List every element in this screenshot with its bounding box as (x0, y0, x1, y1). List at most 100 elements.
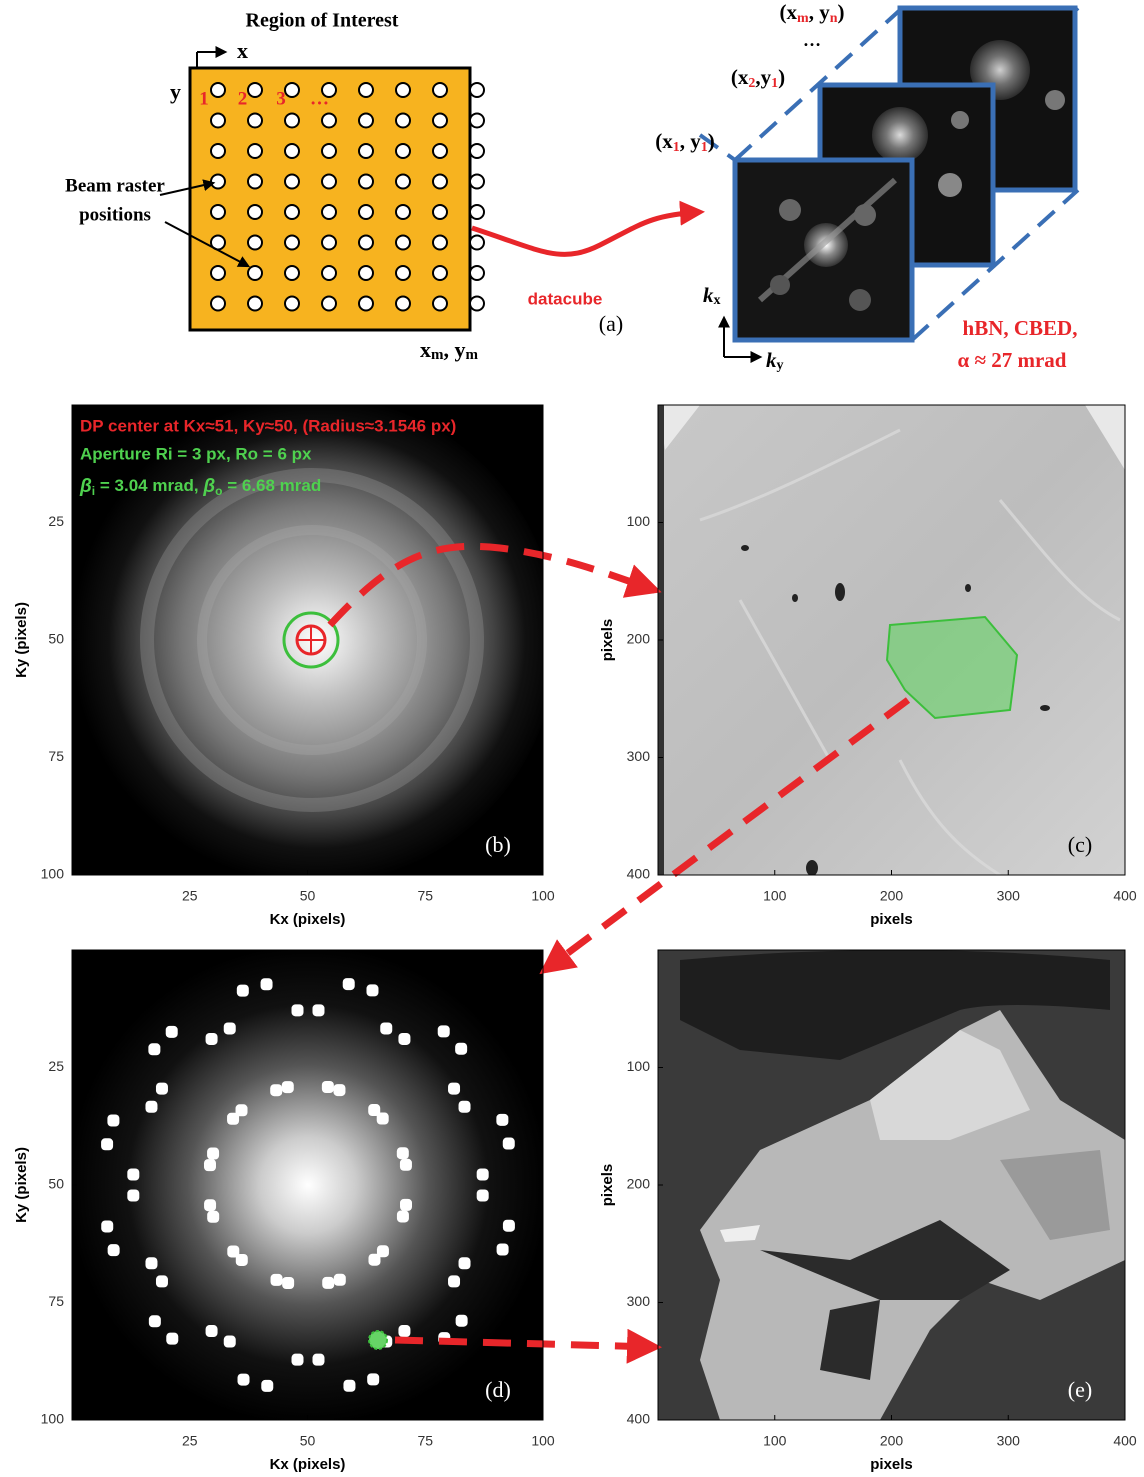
raster-dot (470, 297, 484, 311)
spot (322, 1277, 334, 1289)
spot (261, 1380, 273, 1392)
x-tick-label: 50 (300, 888, 316, 904)
raster-dot (322, 114, 336, 128)
spot (477, 1169, 489, 1181)
alpha-label: α ≈ 27 mrad (958, 348, 1067, 372)
raster-dot (211, 205, 225, 219)
spot (380, 1022, 392, 1034)
raster-dot (285, 144, 299, 158)
raster-dot (359, 114, 373, 128)
spot (455, 1043, 467, 1055)
x-tick-label: 100 (531, 888, 555, 904)
spot (204, 1199, 216, 1211)
spot (312, 1004, 324, 1016)
spot (238, 1374, 250, 1386)
y-axis-label: Ky (pixels) (13, 1147, 30, 1223)
spot (282, 1277, 294, 1289)
raster-dot (322, 297, 336, 311)
y-tick-label: 300 (627, 748, 651, 764)
raster-dot (470, 114, 484, 128)
raster-dot (248, 83, 262, 97)
kx-label: kx (703, 283, 721, 308)
y-tick-label: 75 (48, 748, 64, 764)
raster-dot (285, 205, 299, 219)
raster-dot (396, 266, 410, 280)
spot (261, 978, 273, 990)
y-tick-label: 100 (627, 1058, 651, 1074)
spot (367, 1373, 379, 1385)
roi-title: Region of Interest (246, 10, 399, 32)
ky-label: ky (766, 348, 784, 373)
spot (145, 1257, 157, 1269)
raster-dot (248, 114, 262, 128)
spot (398, 1033, 410, 1045)
y-tick-label: 100 (627, 513, 651, 529)
y-tick-label: 50 (48, 1176, 64, 1192)
raster-dot (470, 236, 484, 250)
y-tick-label: 25 (48, 1058, 64, 1074)
raster-dot (433, 144, 447, 158)
corner-label: xm, ym (420, 337, 479, 363)
x-tick-label: 100 (763, 1433, 787, 1449)
spot (224, 1022, 236, 1034)
spot (333, 1084, 345, 1096)
panel-letter: (c) (1068, 832, 1092, 857)
raster-dot (322, 144, 336, 158)
raster-dot (359, 236, 373, 250)
spot (459, 1101, 471, 1113)
spot (156, 1083, 168, 1095)
spot (206, 1033, 218, 1045)
spot (366, 984, 378, 996)
raster-dot (248, 297, 262, 311)
y-tick-label: 100 (41, 866, 65, 882)
spot (107, 1115, 119, 1127)
raster-dot (433, 83, 447, 97)
spot (227, 1245, 239, 1257)
datacube-arrow (472, 212, 700, 254)
raster-dot (470, 266, 484, 280)
spot (377, 1113, 389, 1125)
image-c (658, 405, 1125, 876)
y-tick-label: 75 (48, 1293, 64, 1309)
raster-dot (248, 236, 262, 250)
spot (166, 1026, 178, 1038)
raster-dot (470, 83, 484, 97)
raster-dot (396, 297, 410, 311)
raster-dot (396, 236, 410, 250)
spot (108, 1244, 120, 1256)
index-label: 1 (199, 88, 209, 109)
x-tick-label: 200 (880, 888, 904, 904)
x-axis-label: Kx (pixels) (270, 911, 346, 928)
spot (207, 1148, 219, 1160)
roi (190, 68, 470, 330)
spot (101, 1138, 113, 1150)
spot (127, 1189, 139, 1201)
spot (343, 978, 355, 990)
raster-dot (248, 175, 262, 189)
y-axis-label: Ky (pixels) (13, 602, 30, 678)
index-label: 3 (276, 88, 286, 109)
x-tick-label: 25 (182, 888, 198, 904)
spot (448, 1083, 460, 1095)
raster-dot (248, 144, 262, 158)
index-label: … (310, 88, 329, 109)
raster-dot (470, 144, 484, 158)
raster-dot (359, 266, 373, 280)
y-tick-label: 200 (627, 1176, 651, 1192)
raster-dot (433, 266, 447, 280)
spot (343, 1380, 355, 1392)
raster-dot (285, 114, 299, 128)
raster-dot (211, 266, 225, 280)
y-axis-label: pixels (599, 619, 616, 662)
x-tick-label: 300 (997, 888, 1021, 904)
annotation: βi = 3.04 mrad, βo = 6.68 mrad (79, 476, 321, 498)
raster-dot (322, 205, 336, 219)
spot (397, 1147, 409, 1159)
spot (334, 1274, 346, 1286)
x-tick-label: 200 (880, 1433, 904, 1449)
raster-dot (359, 175, 373, 189)
spot (400, 1159, 412, 1171)
raster-dot (359, 83, 373, 97)
raster-dot (211, 83, 225, 97)
raster-dot (433, 205, 447, 219)
